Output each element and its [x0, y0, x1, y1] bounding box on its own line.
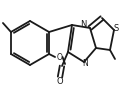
- Text: O: O: [57, 77, 63, 86]
- Text: O: O: [57, 52, 62, 61]
- Text: N: N: [82, 58, 88, 68]
- Text: S: S: [113, 23, 119, 32]
- Text: N: N: [80, 20, 86, 29]
